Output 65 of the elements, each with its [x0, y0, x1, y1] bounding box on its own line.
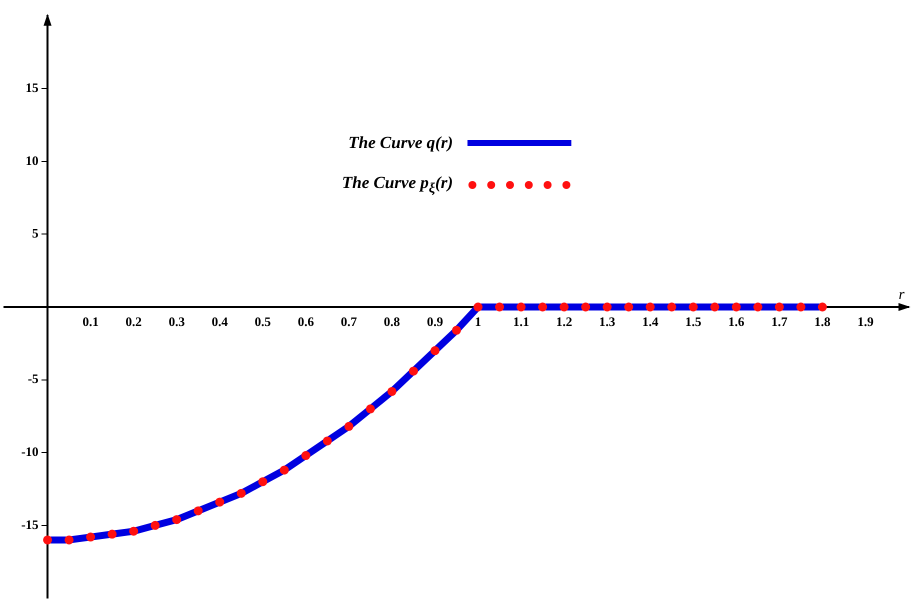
point	[602, 302, 612, 312]
y-tick-label: -10	[21, 444, 39, 459]
legend-label: The Curve q(r)	[348, 133, 454, 153]
point	[150, 520, 160, 530]
point	[495, 302, 504, 312]
x-tick-label: 1.5	[685, 314, 702, 330]
point	[581, 302, 590, 312]
point	[452, 326, 461, 335]
x-tick-label: 0.7	[340, 314, 358, 330]
point	[64, 535, 74, 544]
x-tick-label: 1.1	[512, 314, 530, 330]
y-tick-label: 5	[32, 226, 40, 241]
legend-label: The Curve p$_{ξ}$(r)	[342, 172, 454, 198]
x-tick-label: 1	[474, 314, 482, 330]
y-tick-label: -5	[28, 371, 40, 386]
x-tick-label: 1.6	[728, 314, 745, 330]
x-tick-label: 1.2	[556, 314, 572, 330]
x-tick-label: 1.4	[642, 314, 659, 330]
point	[236, 488, 246, 498]
point	[667, 302, 676, 312]
point	[818, 302, 827, 312]
point	[560, 302, 569, 312]
point	[366, 404, 375, 414]
x-tick-label: 0.1	[82, 314, 99, 330]
point	[624, 302, 634, 312]
x-tick-label: 0.3	[168, 314, 186, 330]
point	[344, 422, 354, 431]
point	[215, 498, 224, 507]
point	[322, 436, 332, 446]
y-tick-label: 15	[26, 80, 40, 95]
point	[408, 366, 418, 376]
point	[474, 302, 483, 312]
x-tick-label: 1.9	[857, 314, 874, 330]
point	[646, 302, 655, 312]
point	[538, 302, 548, 312]
point	[43, 535, 52, 544]
point	[774, 302, 784, 312]
x-tick-label: 0.4	[212, 314, 228, 330]
point	[753, 302, 762, 312]
y-tick-label: -15	[21, 516, 40, 532]
x-tick-label: 1.7	[771, 314, 788, 330]
point	[516, 302, 526, 312]
x-tick-label: 0.9	[426, 314, 444, 330]
y-tick-label: 10	[26, 152, 39, 168]
point	[86, 532, 96, 542]
point	[710, 302, 720, 312]
x-tick-label: 1.3	[599, 314, 616, 330]
point	[280, 466, 289, 475]
x-axis-title: r	[898, 287, 905, 303]
x-tick-label: 1.8	[814, 314, 832, 330]
point	[129, 526, 138, 536]
point	[387, 386, 396, 396]
point	[258, 477, 268, 486]
x-tick-label: 0.8	[384, 314, 401, 330]
x-tick-label: 0.2	[126, 314, 142, 330]
point	[172, 515, 182, 524]
point	[301, 451, 310, 460]
point	[688, 302, 698, 312]
x-tick-label: 0.6	[298, 314, 314, 330]
point	[108, 530, 117, 539]
x-tick-label: 0.5	[254, 314, 272, 330]
point	[796, 302, 806, 312]
point	[430, 346, 440, 356]
point	[732, 302, 741, 312]
point	[194, 506, 203, 516]
